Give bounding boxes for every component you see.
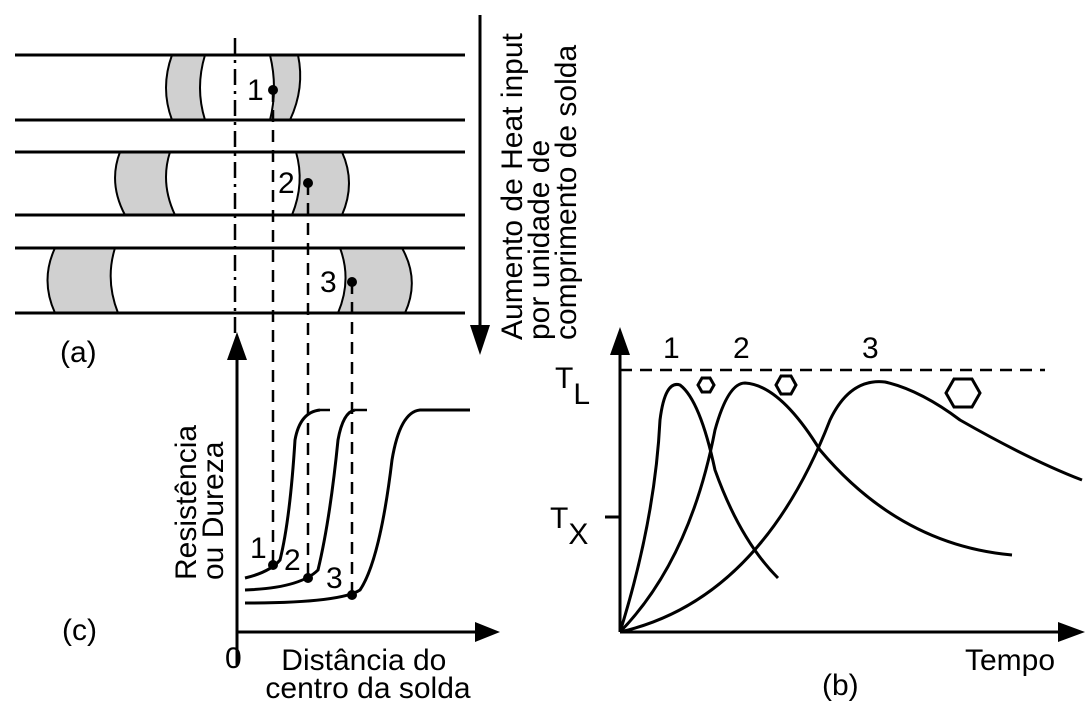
x-axis-label-line: centro da solda [265, 672, 470, 704]
panel-b: 1 2 3 TL TX Tempo (b) [550, 327, 1085, 702]
panel-a: 1 2 3 Aumento de Heat input por unidade … [15, 15, 583, 369]
x-axis-label-line: Distância do [281, 644, 446, 677]
panel-label: (c) [62, 614, 97, 647]
y-label-main: T [555, 362, 573, 395]
curve-label: 1 [663, 332, 680, 365]
y-axis-label-line: Resistência [170, 425, 203, 580]
panel-c: 1 2 3 Resistência ou Dureza 0 Distância … [62, 332, 500, 704]
y-label-sub: L [573, 378, 590, 411]
arrow-label-line: por unidade de [523, 140, 556, 340]
point-label: 2 [278, 167, 295, 200]
x-axis-label: Distância do centro da solda [265, 644, 470, 704]
y-label-tx: TX [550, 502, 588, 551]
arrow-label-line: Aumento de Heat input [496, 32, 529, 340]
origin-label: 0 [225, 642, 242, 675]
point-label: 2 [284, 544, 301, 577]
curve-label: 3 [862, 332, 879, 365]
y-axis-label: Resistência ou Dureza [170, 417, 230, 580]
y-label-tl: TL [555, 362, 590, 411]
point-label: 1 [247, 74, 264, 107]
arrow-label-line: comprimento de solda [550, 45, 583, 340]
panel-label: (b) [822, 669, 859, 702]
point-label: 3 [326, 562, 343, 595]
y-label-sub: X [568, 518, 588, 551]
curve-label: 2 [733, 332, 750, 365]
arrow-label: Aumento de Heat input por unidade de com… [496, 25, 583, 340]
y-axis-label-line: ou Dureza [197, 441, 230, 580]
x-axis-label: Tempo [965, 644, 1055, 677]
panel-label: (a) [60, 336, 97, 369]
point-label: 1 [250, 532, 267, 565]
point-label: 3 [320, 266, 337, 299]
y-label-main: T [550, 502, 568, 535]
